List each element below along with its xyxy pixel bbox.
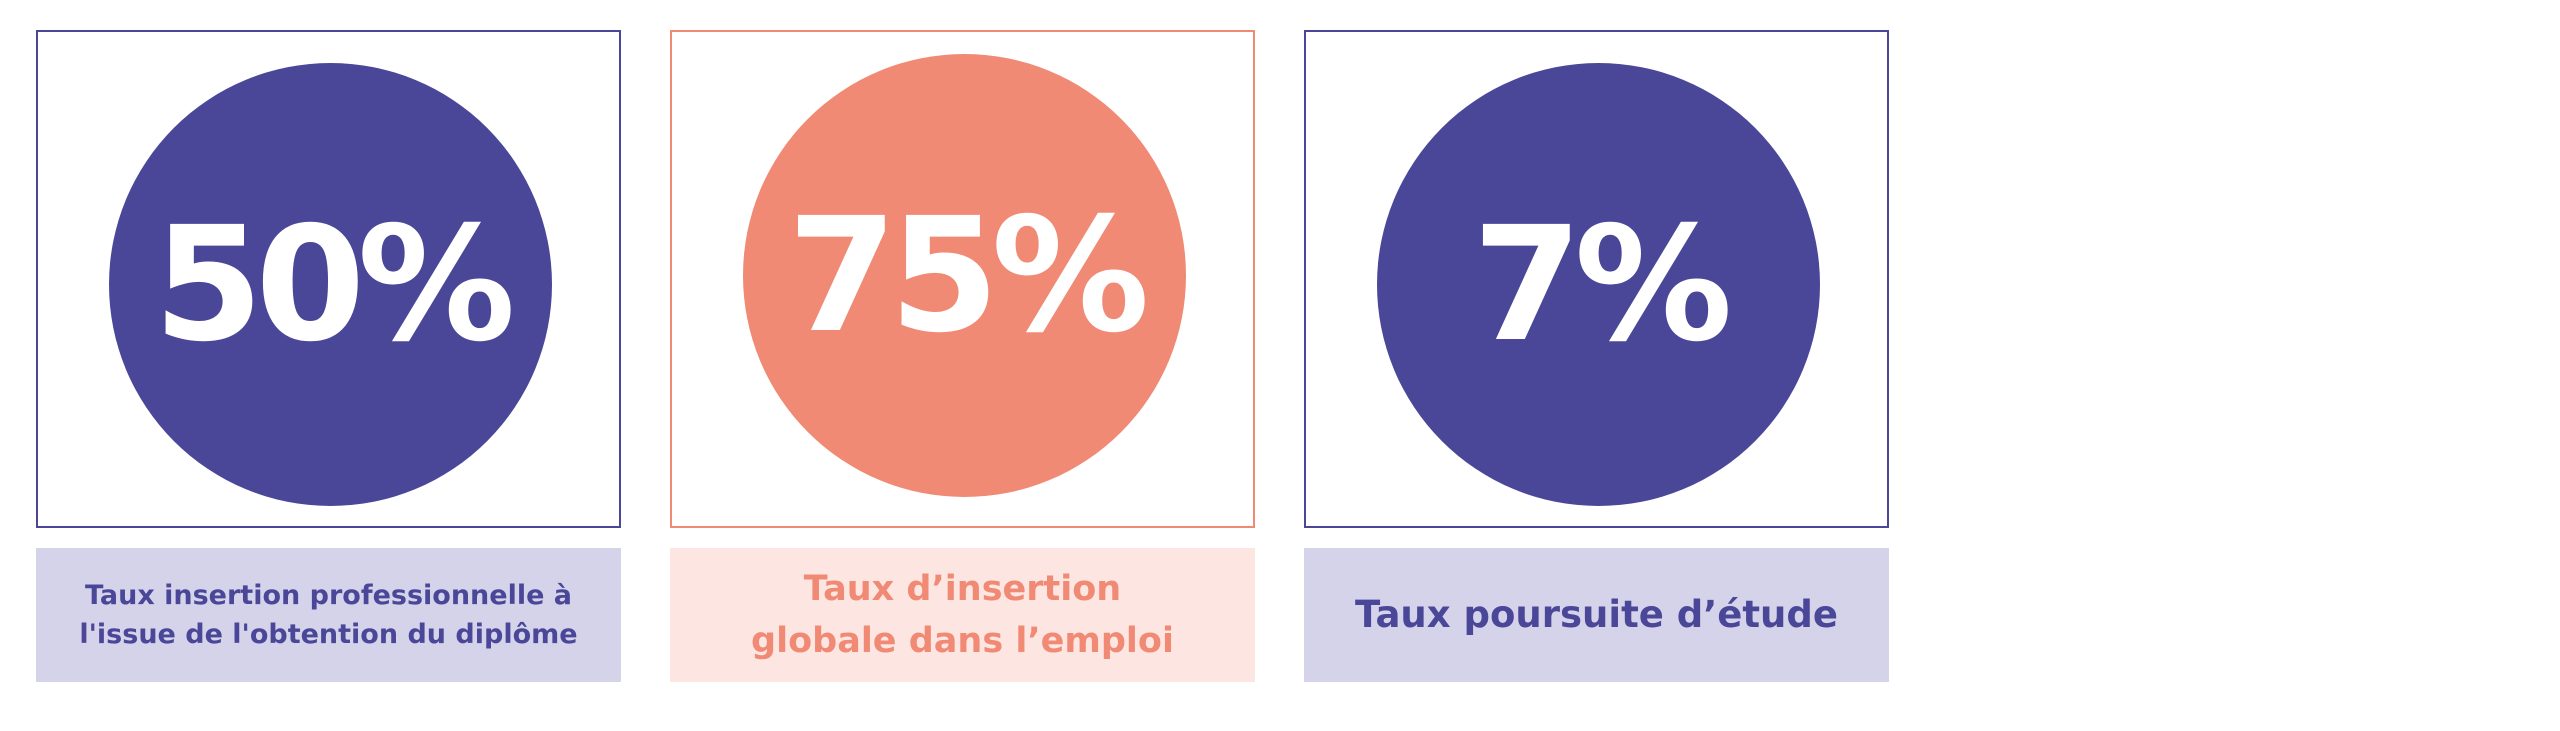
stat-caption-line: Taux d’insertion [803, 568, 1122, 609]
stat-frame: 7% [1304, 30, 1889, 528]
stat-caption-line: globale dans l’emploi [751, 621, 1174, 661]
stat-frame: 75% [670, 30, 1255, 528]
stat-circle: 7% [1377, 63, 1820, 506]
stat-caption-line: l'issue de l'obtention du diplôme [79, 619, 578, 650]
stat-value: 75% [787, 183, 1149, 368]
stat-frame: 50% [36, 30, 621, 528]
stat-value: 7% [1472, 192, 1732, 377]
stat-circle: 75% [743, 54, 1186, 497]
stat-card-global-employment: 75% Taux d’insertion globale dans l’empl… [670, 0, 1257, 731]
stat-caption-line: Taux insertion professionnelle à [84, 579, 573, 611]
stat-caption: Taux insertion professionnelle à l'issue… [36, 548, 621, 682]
stat-card-professional-insertion: 50% Taux insertion professionnelle à l'i… [36, 0, 623, 731]
stat-card-further-study: 7% Taux poursuite d’étude [1304, 0, 1891, 731]
stat-value: 50% [153, 192, 515, 377]
stat-circle: 50% [109, 63, 552, 506]
stat-caption: Taux d’insertion globale dans l’emploi [670, 548, 1255, 682]
stat-caption-line: Taux poursuite d’étude [1355, 593, 1838, 637]
stat-caption: Taux poursuite d’étude [1304, 548, 1889, 682]
